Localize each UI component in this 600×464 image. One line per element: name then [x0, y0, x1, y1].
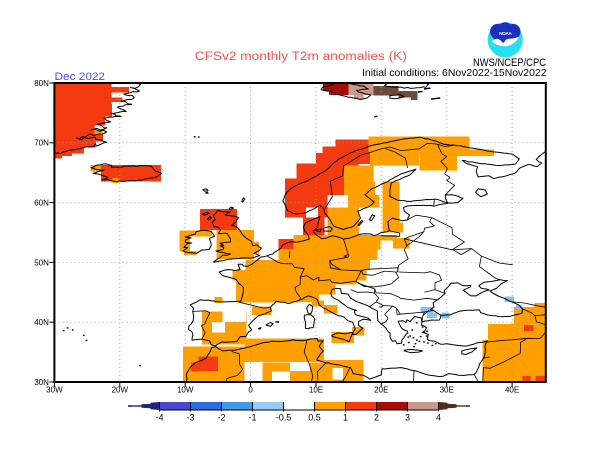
- svg-text:-3: -3: [186, 413, 194, 423]
- svg-text:0.5: 0.5: [308, 413, 321, 423]
- svg-text:80N: 80N: [34, 79, 49, 88]
- svg-text:CFSv2 monthly T2m anomalies (K: CFSv2 monthly T2m anomalies (K): [195, 51, 407, 63]
- svg-text:60N: 60N: [34, 199, 49, 208]
- svg-text:20E: 20E: [374, 386, 388, 395]
- svg-text:70N: 70N: [34, 139, 49, 148]
- svg-text:40E: 40E: [505, 386, 519, 395]
- svg-text:Dec 2022: Dec 2022: [55, 71, 106, 83]
- svg-text:30N: 30N: [34, 378, 49, 387]
- svg-text:10W: 10W: [177, 386, 194, 395]
- svg-text:-4: -4: [155, 413, 163, 423]
- svg-text:2: 2: [374, 413, 379, 423]
- svg-text:0: 0: [248, 386, 253, 395]
- svg-text:NOAA: NOAA: [499, 31, 512, 36]
- svg-text:40N: 40N: [34, 318, 49, 327]
- svg-text:-0.5: -0.5: [276, 413, 292, 423]
- svg-text:3: 3: [405, 413, 410, 423]
- svg-text:30E: 30E: [440, 386, 454, 395]
- svg-text:10E: 10E: [309, 386, 323, 395]
- svg-text:20W: 20W: [112, 386, 129, 395]
- svg-text:1: 1: [343, 413, 348, 423]
- svg-text:4: 4: [436, 413, 441, 423]
- svg-text:-1: -1: [248, 413, 256, 423]
- svg-text:50N: 50N: [34, 258, 49, 267]
- svg-text:30W: 30W: [46, 386, 63, 395]
- svg-text:-2: -2: [217, 413, 225, 423]
- svg-text:NWS/NCEP/CPC: NWS/NCEP/CPC: [473, 57, 546, 69]
- svg-text:Initial conditions: 6Nov2022-1: Initial conditions: 6Nov2022-15Nov2022: [362, 67, 547, 79]
